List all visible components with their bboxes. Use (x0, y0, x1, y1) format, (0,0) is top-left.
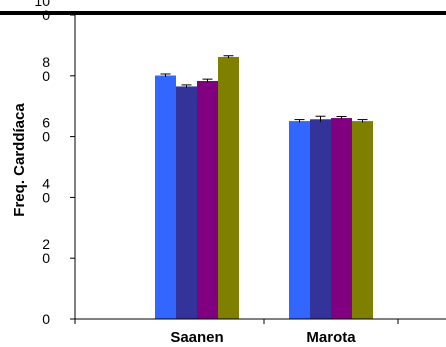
y-tick-label: 0 (42, 68, 50, 84)
bars (155, 55, 373, 320)
bar (352, 121, 373, 319)
x-category-label: Saanen (170, 329, 223, 346)
x-axis: Saanen Marota (74, 318, 446, 346)
y-tick-label: 4 (42, 175, 50, 191)
bar (155, 75, 176, 319)
y-tick-label: 0 (42, 311, 50, 327)
bar (176, 86, 197, 319)
bar (331, 118, 352, 319)
bar (218, 56, 239, 320)
y-axis-title: Freq. Carddíaca (11, 103, 28, 217)
y-tick-label: 2 (42, 236, 50, 252)
y-tick-label: 0 (42, 7, 50, 23)
bar (310, 119, 331, 319)
y-tick-label: 0 (42, 129, 50, 145)
bar (289, 121, 310, 319)
y-tick-label: 10 (34, 0, 50, 9)
bar (197, 80, 218, 319)
y-tick-label: 0 (42, 189, 50, 205)
x-category-label: Marota (306, 329, 356, 346)
y-tick-label: 8 (42, 54, 50, 70)
y-tick-label: 0 (42, 250, 50, 266)
y-tick-label: 6 (42, 115, 50, 131)
